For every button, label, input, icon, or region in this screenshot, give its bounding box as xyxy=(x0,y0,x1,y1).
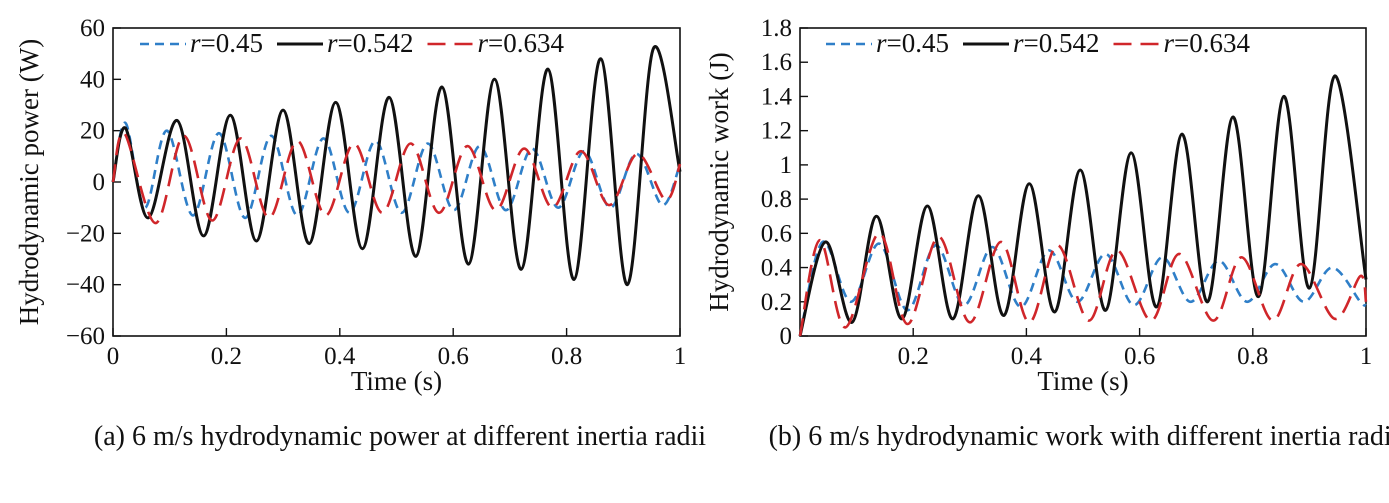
y-tick-label: 1.6 xyxy=(761,49,792,76)
plot-frame xyxy=(799,27,1367,337)
x-tick-label: 0.8 xyxy=(551,343,582,370)
legend-var: r xyxy=(327,28,338,58)
legend-value: =0.634 xyxy=(488,28,564,58)
legend-var: r xyxy=(1164,28,1175,58)
y-tick-label: 0.8 xyxy=(761,186,792,213)
y-tick-label: 20 xyxy=(80,118,105,145)
legend-entry: r=0.542 xyxy=(327,28,414,58)
y-axis-label: Hydrodynamic power (W) xyxy=(14,39,44,325)
x-tick-label: 0.4 xyxy=(1011,343,1043,370)
y-tick-label: 1 xyxy=(780,152,793,179)
series-line-r-0_542 xyxy=(111,45,682,287)
y-tick-label: 1.8 xyxy=(761,15,792,42)
x-tick-label: 0 xyxy=(107,343,120,370)
legend-value: =0.634 xyxy=(1174,28,1250,58)
legend-entry: r=0.45 xyxy=(190,28,263,58)
legend-value: =0.542 xyxy=(1024,28,1100,58)
series-group xyxy=(798,74,1368,337)
legend-entry: r=0.634 xyxy=(1164,28,1251,58)
x-axis-label: Time (s) xyxy=(1037,366,1128,396)
y-tick-label: −40 xyxy=(66,272,105,299)
caption-b: (b) 6 m/s hydrodynamic work with differe… xyxy=(768,421,1389,452)
y-tick-label: 0 xyxy=(93,169,106,196)
legend-var: r xyxy=(190,28,201,58)
series-line-r-0_45 xyxy=(111,121,682,220)
tick-group: 0 0.2 0.4 0.6 0.8 1 1.2 1.4 1.6 1.8 0.2 0.4 0.6 0.8 1 xyxy=(761,15,1373,370)
legend-var: r xyxy=(876,28,887,58)
y-tick-label: −20 xyxy=(66,220,105,247)
legend-var: r xyxy=(1013,28,1024,58)
x-tick-label: 1 xyxy=(674,343,687,370)
x-tick-label: 0.6 xyxy=(1124,343,1155,370)
panel-b-work-chart: 00.20.40.60.811.21.41.61.80.2 0.4 0.6 0.8 1 … xyxy=(704,15,1372,396)
x-tick-label: 1 xyxy=(1360,343,1373,370)
series-line-r-0_634 xyxy=(798,231,1368,337)
legend-var: r xyxy=(478,28,489,58)
caption-a: (a) 6 m/s hydrodynamic power at differen… xyxy=(93,421,707,452)
legend: r=0.45 r=0.542 r=0.634 xyxy=(826,28,1250,58)
legend: r=0.45 r=0.542 r=0.634 xyxy=(140,28,564,58)
y-tick-label: 1.2 xyxy=(761,118,792,145)
legend-value: =0.45 xyxy=(201,28,263,58)
legend-entry: r=0.45 xyxy=(876,28,949,58)
series-line-r-0_542 xyxy=(798,74,1368,337)
y-tick-label: 0.4 xyxy=(761,255,793,282)
tick-group: −60 −40 −20 0 20 40 60 0 0.2 0.4 0.6 0.8 1 xyxy=(66,15,686,370)
y-tick-label: 0.6 xyxy=(761,220,792,247)
series-group xyxy=(111,45,682,287)
y-tick-label: 0 xyxy=(780,323,793,350)
y-axis-label: Hydrodynamic work (J) xyxy=(704,52,734,311)
y-tick-label: 60 xyxy=(80,15,105,42)
y-tick-label: 0.2 xyxy=(761,289,792,316)
x-axis-label: Time (s) xyxy=(351,366,442,396)
x-tick-label: 0.6 xyxy=(438,343,469,370)
x-tick-label: 0.4 xyxy=(324,343,356,370)
legend-value: =0.542 xyxy=(338,28,414,58)
legend-entry: r=0.634 xyxy=(478,28,565,58)
x-tick-label: 0.2 xyxy=(898,343,929,370)
x-tick-label: 0.2 xyxy=(211,343,242,370)
series-line-r-0_45 xyxy=(798,240,1368,337)
y-tick-label: 1.4 xyxy=(761,83,793,110)
y-tick-label: 40 xyxy=(80,66,105,93)
x-tick-label: 0.8 xyxy=(1237,343,1268,370)
legend-entry: r=0.542 xyxy=(1013,28,1100,58)
legend-value: =0.45 xyxy=(887,28,949,58)
y-tick-label: −60 xyxy=(66,323,105,350)
series-line-r-0_634 xyxy=(111,131,682,225)
